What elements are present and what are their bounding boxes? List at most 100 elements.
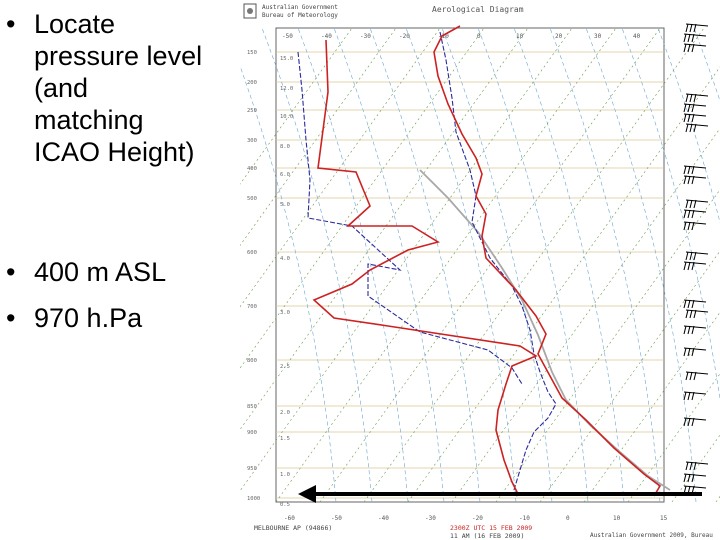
wind-barb-feather xyxy=(691,473,695,483)
top-temp-label: -40 xyxy=(321,33,332,40)
wind-barb-feather xyxy=(687,103,691,113)
wind-barb xyxy=(685,199,709,209)
bottom-temp-label: 15 xyxy=(660,515,668,522)
wind-barb-feather xyxy=(687,33,691,43)
wind-barb xyxy=(683,391,707,401)
dry-adiabat-line xyxy=(261,27,373,503)
bullet-text: Locate pressure level (and matching ICAO… xyxy=(34,9,203,167)
top-temp-label: 10 xyxy=(516,33,524,40)
wind-barb-feather xyxy=(691,43,695,53)
wind-barb-feather xyxy=(685,251,689,261)
wind-barb-feather xyxy=(683,347,687,357)
pressure-label: 600 xyxy=(247,250,257,256)
height-label: 10.0 xyxy=(280,114,293,120)
isotherm-line xyxy=(451,127,720,503)
isotherm-line xyxy=(240,27,441,308)
pressure-label: 500 xyxy=(247,196,257,202)
wind-barb-feather xyxy=(693,199,697,209)
wind-barb-feather xyxy=(687,347,691,357)
wind-barb xyxy=(685,309,709,319)
wind-barb-feather xyxy=(693,309,697,319)
wind-barb-feather xyxy=(691,299,695,309)
wind-barb xyxy=(683,299,707,309)
isotherm-line xyxy=(240,27,353,185)
valid-time-label: 2300Z UTC 15 FEB 2009 xyxy=(450,524,532,532)
height-label: 8.0 xyxy=(280,144,290,150)
wind-barb-feather xyxy=(685,461,689,471)
top-temp-label: -50 xyxy=(282,33,293,40)
local-time-label: 11 AM (16 FEB 2009) xyxy=(450,532,524,540)
dry-adiabat-line xyxy=(297,27,409,503)
pressure-label: 150 xyxy=(247,50,257,56)
wind-barb xyxy=(683,261,707,271)
wind-barb-staff xyxy=(685,461,709,465)
wind-barb-feather xyxy=(683,473,687,483)
wind-barb-feather xyxy=(689,461,693,471)
bullet-text: 970 h.Pa xyxy=(34,303,143,333)
wind-barb-staff xyxy=(685,123,709,127)
dry-adiabat-line xyxy=(621,27,720,402)
wind-barb-feather xyxy=(685,309,689,319)
height-label: 4.0 xyxy=(280,256,290,262)
wind-barb-staff xyxy=(683,33,707,37)
wind-barb-staff xyxy=(685,371,709,375)
pressure-label: 200 xyxy=(247,80,257,86)
bullet-locate-pressure-level: • Locate pressure level (and matching ICA… xyxy=(6,8,202,168)
header-org-line2: Bureau of Meteorology xyxy=(262,12,338,19)
wind-barb-feather xyxy=(687,417,691,427)
wind-barb-feather xyxy=(693,461,697,471)
bottom-temp-label: 10 xyxy=(613,515,621,522)
temperature-trace xyxy=(433,25,662,497)
height-label: 0.5 xyxy=(280,502,290,508)
wind-barb-feather xyxy=(689,93,693,103)
wind-barb-feather xyxy=(687,261,691,271)
wind-barb-feather xyxy=(691,347,695,357)
wind-barb-feather xyxy=(691,113,695,123)
wind-barb-feather xyxy=(689,251,693,261)
wind-barb-staff xyxy=(685,199,709,203)
wind-barb-feather xyxy=(693,93,697,103)
aerological-diagram: Australian Government Bureau of Meteorol… xyxy=(240,0,720,540)
plot-frame xyxy=(275,27,665,503)
wind-barb-feather xyxy=(683,417,687,427)
bottom-temp-label: 0 xyxy=(566,515,570,522)
wind-barb xyxy=(685,123,709,133)
wind-barb-staff xyxy=(683,221,707,225)
wind-barb xyxy=(683,473,707,483)
wind-barb-feather xyxy=(691,165,695,175)
bullet-text: 400 m ASL xyxy=(34,257,167,287)
wind-barb-staff xyxy=(683,417,707,421)
wind-barb xyxy=(683,417,707,427)
pressure-label: 850 xyxy=(247,404,257,410)
pressure-label: 900 xyxy=(247,430,257,436)
wind-barb-feather xyxy=(685,123,689,133)
wind-barb xyxy=(683,165,707,175)
wind-barb-feather xyxy=(691,221,695,231)
pressure-label: 800 xyxy=(247,358,257,364)
wind-barb-staff xyxy=(683,43,707,47)
wind-barb-staff xyxy=(683,103,707,107)
wind-barb xyxy=(683,221,707,231)
pressure-label: 250 xyxy=(247,108,257,114)
wind-barb-feather xyxy=(687,221,691,231)
wind-barb-feather xyxy=(689,309,693,319)
diagram-title: Aerological Diagram xyxy=(432,5,524,14)
wind-barb-feather xyxy=(685,93,689,103)
top-temp-label: 0 xyxy=(477,33,481,40)
dry-adiabat-line xyxy=(441,27,553,503)
wind-barb-staff xyxy=(683,299,707,303)
top-temp-label: -20 xyxy=(399,33,410,40)
bottom-temp-label: -30 xyxy=(425,515,436,522)
pressure-label: 950 xyxy=(247,466,257,472)
wind-barb-feather xyxy=(689,199,693,209)
wind-barb-feather xyxy=(683,43,687,53)
wind-barb-staff xyxy=(685,93,709,97)
dry-adiabat-line xyxy=(549,27,661,503)
isotherm-line xyxy=(407,66,720,503)
wind-barb-feather xyxy=(683,209,687,219)
isotherm-line xyxy=(240,27,485,369)
wind-barb xyxy=(683,43,707,53)
dry-adiabat-line xyxy=(333,27,445,503)
wind-barb-staff xyxy=(683,261,707,265)
wind-barb-feather xyxy=(683,113,687,123)
